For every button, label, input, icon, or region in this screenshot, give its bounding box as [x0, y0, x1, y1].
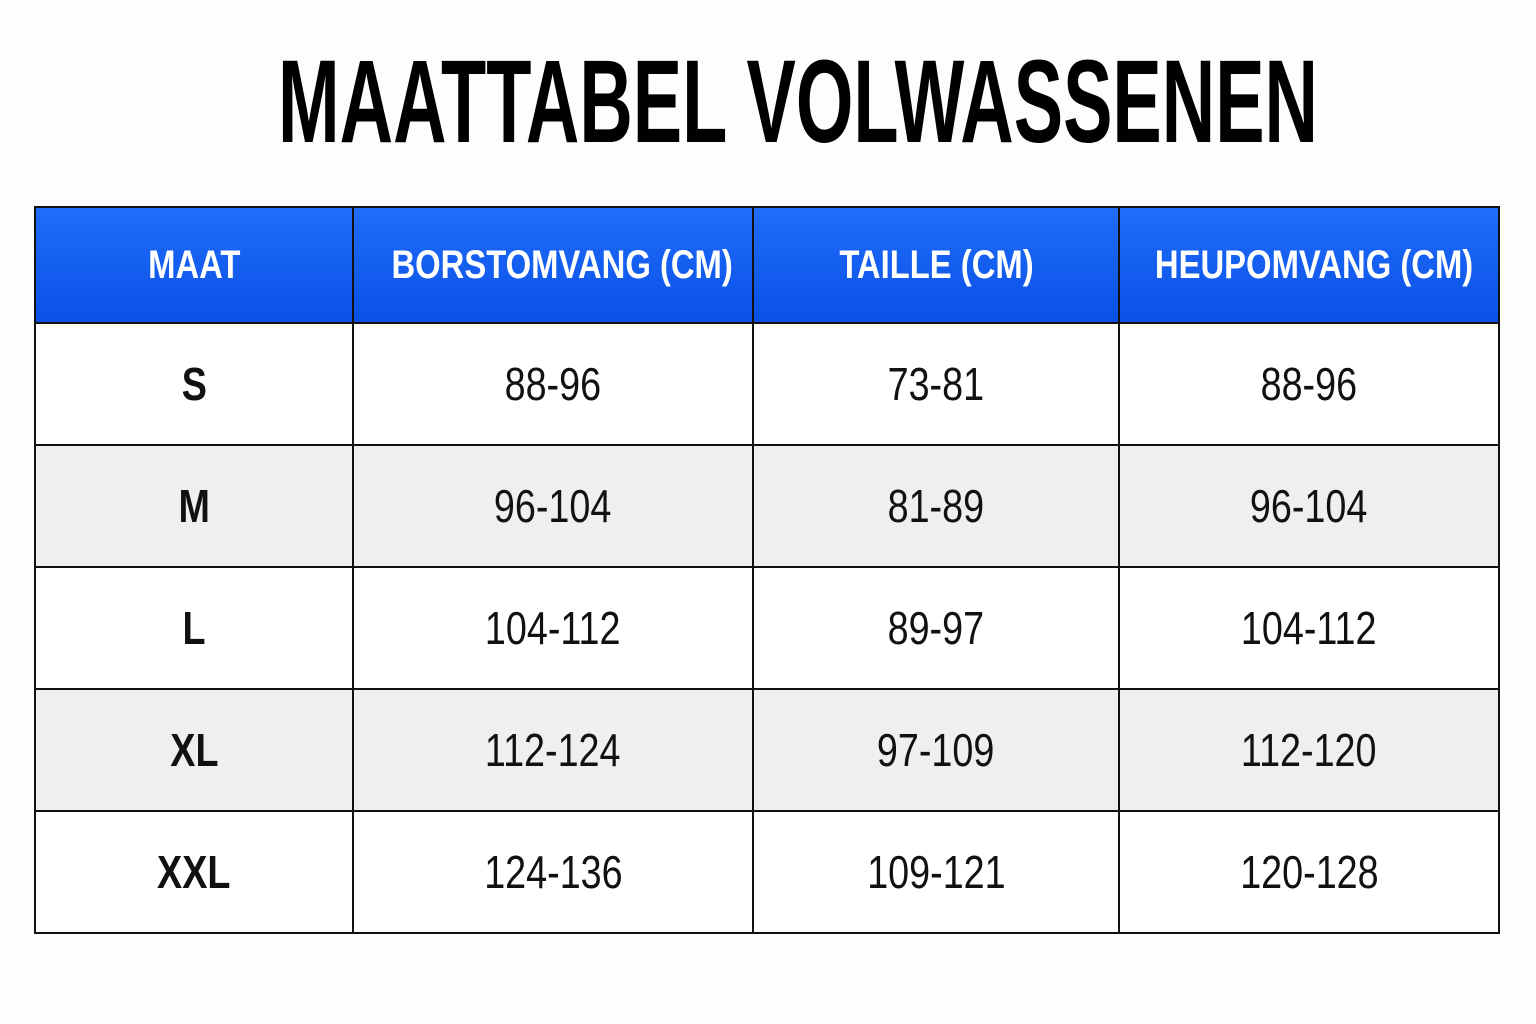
table-row: S 88-96 73-81 88-96	[34, 322, 1500, 446]
measure-cell: 81-89	[752, 444, 1120, 568]
size-cell: M	[34, 444, 354, 568]
measure-cell: 112-124	[352, 688, 754, 812]
size-cell: L	[34, 566, 354, 690]
measure-cell-text: 112-124	[485, 724, 621, 776]
measure-cell-text: 73-81	[887, 358, 985, 410]
measure-cell: 120-128	[1118, 810, 1500, 934]
header-cell-text: HEUPOMVANG (CM)	[1154, 242, 1474, 287]
size-cell-text: XXL	[157, 846, 231, 898]
measure-cell: 109-121	[752, 810, 1120, 934]
measure-cell: 112-120	[1118, 688, 1500, 812]
measure-cell-text: 112-120	[1241, 724, 1377, 776]
measure-cell-text: 96-104	[1250, 480, 1368, 532]
size-cell-text: S	[181, 358, 207, 410]
header-row: MAAT BORSTOMVANG (CM) TAILLE (CM) HEUPOMVAN…	[34, 206, 1500, 324]
size-cell: XL	[34, 688, 354, 812]
size-cell-text: M	[178, 480, 210, 532]
table-row: L 104-112 89-97 104-112	[34, 566, 1500, 690]
table-row: XXL 124-136 109-121 120-128	[34, 810, 1500, 934]
measure-cell: 104-112	[1118, 566, 1500, 690]
measure-cell: 73-81	[752, 322, 1120, 446]
header-cell-text: BORSTOMVANG (CM)	[391, 242, 733, 287]
measure-cell-text: 124-136	[483, 846, 623, 898]
measure-cell-text: 120-128	[1239, 846, 1379, 898]
header-cell: MAAT	[34, 206, 354, 324]
measure-cell: 96-104	[1118, 444, 1500, 568]
table-row: M 96-104 81-89 96-104	[34, 444, 1500, 568]
measure-cell-text: 104-112	[1241, 602, 1377, 654]
measure-cell: 124-136	[352, 810, 754, 934]
page-title: MAATTABEL VOLWASSENEN	[278, 36, 1318, 168]
header-cell-text: TAILLE (CM)	[838, 242, 1034, 287]
measure-cell: 88-96	[1118, 322, 1500, 446]
size-cell: XXL	[34, 810, 354, 934]
measure-cell-text: 88-96	[504, 358, 602, 410]
measure-cell-text: 89-97	[887, 602, 985, 654]
header-cell: HEUPOMVANG (CM)	[1118, 206, 1500, 324]
measure-cell: 89-97	[752, 566, 1120, 690]
measure-cell: 97-109	[752, 688, 1120, 812]
measure-cell-text: 88-96	[1260, 358, 1358, 410]
title-area: MAATTABEL VOLWASSENEN	[278, 36, 1318, 168]
measure-cell: 96-104	[352, 444, 754, 568]
header-cell-text: MAAT	[147, 242, 241, 287]
measure-cell: 88-96	[352, 322, 754, 446]
measure-cell: 104-112	[352, 566, 754, 690]
measure-cell-text: 81-89	[887, 480, 985, 532]
header-cell: TAILLE (CM)	[752, 206, 1120, 324]
size-cell-text: L	[182, 602, 206, 654]
size-cell: S	[34, 322, 354, 446]
measure-cell-text: 109-121	[866, 846, 1006, 898]
size-cell-text: XL	[169, 724, 219, 776]
measure-cell-text: 97-109	[877, 724, 995, 776]
measure-cell-text: 96-104	[494, 480, 612, 532]
size-table: MAAT BORSTOMVANG (CM) TAILLE (CM) HEUPOMVAN…	[34, 206, 1500, 934]
table-body: S 88-96 73-81 88-96 M 96-104 81-89 96-104 L 104-1…	[34, 322, 1500, 934]
measure-cell-text: 104-112	[485, 602, 621, 654]
table-row: XL 112-124 97-109 112-120	[34, 688, 1500, 812]
header-cell: BORSTOMVANG (CM)	[352, 206, 754, 324]
